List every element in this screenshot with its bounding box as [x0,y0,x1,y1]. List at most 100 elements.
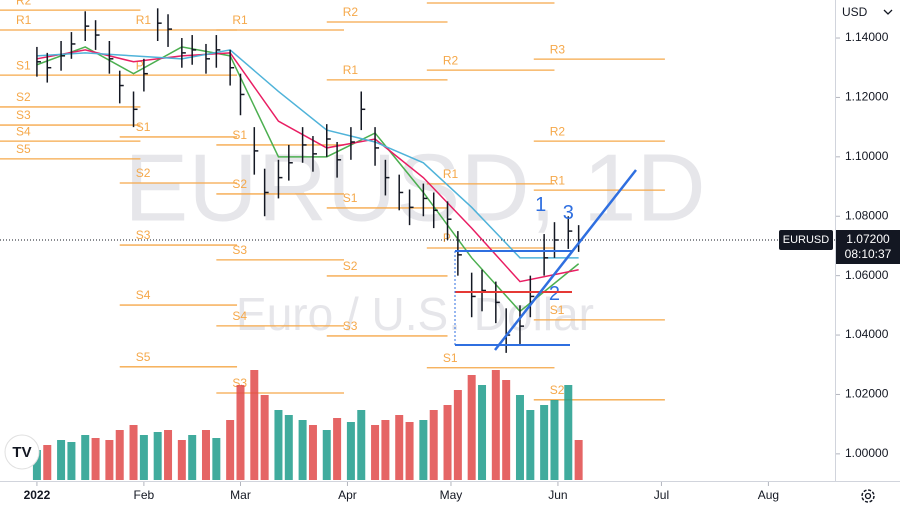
volume-bar [574,440,583,480]
y-tick-label: 1.02000 [845,387,889,401]
pivot-label: S3 [136,228,151,242]
pivot-label: S1 [443,351,458,365]
watermark-title: EURUSD, 1D [124,134,705,241]
watermark-subtitle: Euro / U.S. Dollar [236,288,594,340]
x-tick-label: 2022 [24,488,51,502]
volume-bar [115,430,124,480]
pivot-label: R1 [443,167,459,181]
volume-bar [540,405,549,480]
x-tick-label: Apr [338,488,357,502]
x-tick-label: Jun [548,488,567,502]
time-axis-panel [0,482,836,510]
pivot-label: S2 [16,90,31,104]
volume-bar [67,442,76,480]
pivot-label: S1 [550,303,565,317]
volume-bar [381,420,390,480]
volume-bar [478,385,487,480]
pivot-label: S3 [16,108,31,122]
pivot-label: P [136,58,144,72]
pivot-label: S1 [16,58,31,72]
pivot-label: S1 [343,191,358,205]
pivot-label: S2 [232,177,247,191]
axes: 1.00000 1.02000 1.04000 1.06000 1.08000 1.100… [24,30,900,502]
y-tick-label: 1.00000 [845,446,889,460]
pivot-label: S3 [343,319,358,333]
volume-bar [91,438,100,480]
pivot-label: S5 [136,350,151,364]
volume-bar [371,425,380,480]
pivot-label: R1 [16,13,32,27]
pivot-label: S4 [232,309,247,323]
pivot-label: S3 [232,243,247,257]
moving-average [36,49,579,259]
y-tick-label: 1.06000 [845,268,889,282]
trend-line [494,169,637,351]
volume-bar [201,430,210,480]
symbol-label: EURUSD [783,234,830,246]
watermark: EURUSD, 1D Euro / U.S. Dollar [124,134,705,340]
y-tick-label: 1.04000 [845,327,889,341]
annotation: 1 [535,194,546,216]
volume-bar [129,425,138,480]
y-tick-label: 1.08000 [845,208,889,222]
volume-bar [502,380,511,480]
pivot-label: R3 [550,42,566,56]
volume-bar [308,425,317,480]
svg-text:TV: TV [12,444,31,461]
price-label: 1.07200 [846,232,890,246]
volume-bar [260,395,269,480]
volume-bar [250,370,259,480]
pivot-label: R2 [343,5,359,19]
plot-area: R2 R1 S1 S2 S3 S4 S5 R1 P S1 S2 S3 S4 S5 R1 S1 S2 S3 S4 S3 R… [0,0,835,480]
pivot-label: S2 [550,383,565,397]
pivot-label: S1 [232,128,247,142]
pivot-label: S4 [136,288,151,302]
volume-bar [419,420,428,480]
volume-bar [105,440,114,480]
volume-bar [226,420,235,480]
pivot-label: R2 [550,124,566,138]
pivot-label: R1 [550,173,566,187]
annotation: 2 [549,283,560,305]
volume-bar [467,375,476,480]
pivot-label: S4 [16,124,31,138]
volume-bar [284,415,293,480]
pivot-label: S2 [343,259,358,273]
volume-bar [333,418,342,480]
tv-logo: TV [4,434,40,470]
currency-dropdown[interactable] [883,9,893,15]
symbol-tag [779,230,833,250]
x-tick-label: Jul [654,488,669,502]
pivot-label: S1 [136,120,151,134]
x-tick-label: May [440,488,463,502]
pivot-label: R2 [16,0,32,7]
settings-icon[interactable] [861,489,875,503]
volume-bar [177,440,186,480]
volume-bar [550,400,559,480]
volume-bar [298,420,307,480]
volume-bar [43,445,52,480]
countdown-label: 08:10:37 [845,247,892,261]
volume-bar [429,410,438,480]
volume-bar [164,430,173,480]
pivot-label: R2 [443,53,459,67]
x-tick-label: Mar [230,488,251,502]
volume-bar [32,450,41,480]
pivot-label: S2 [136,166,151,180]
pivot-label: S5 [16,142,31,156]
volume-bar [212,438,221,480]
volume-bar [405,422,414,480]
volume-bar [357,410,366,480]
price-tag [836,230,900,264]
volume-bar [81,435,90,480]
volume-bar [491,370,500,480]
volume-bar [526,410,535,480]
y-tick-label: 1.12000 [845,90,889,104]
currency-label[interactable]: USD [842,5,868,19]
volume-bar [236,385,245,480]
volume-bar [443,405,452,480]
volume-bar [564,385,573,480]
volume-bar [453,390,462,480]
volume-bar [395,415,404,480]
